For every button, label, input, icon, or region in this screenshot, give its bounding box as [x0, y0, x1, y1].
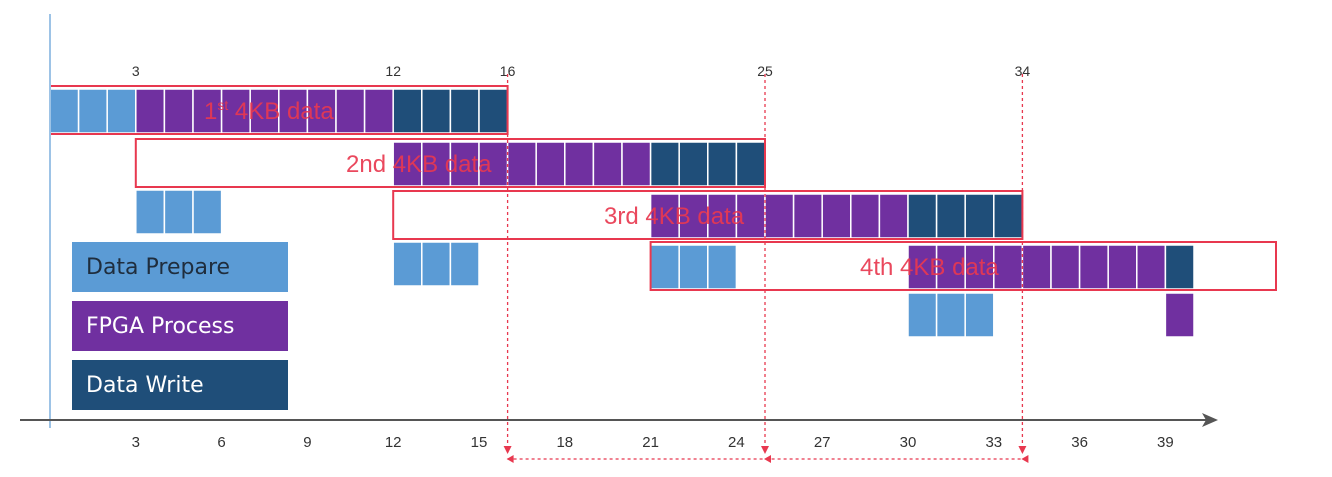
- row-label-1: 1st 4KB data: [204, 97, 334, 125]
- row-label-3: 3rd 4KB data: [604, 203, 745, 230]
- row-label-2: 2nd 4KB data: [346, 151, 492, 178]
- time-slot-prepare: [935, 292, 966, 338]
- time-slot-write: [678, 141, 709, 187]
- time-slot-process: [649, 193, 680, 239]
- time-slot-process: [392, 141, 423, 187]
- time-slot-prepare: [964, 292, 995, 338]
- time-slot-process: [363, 88, 394, 134]
- time-slot-process: [935, 244, 966, 290]
- top-mark-label: 12: [385, 63, 401, 79]
- time-slot-process: [678, 193, 709, 239]
- time-slot-write: [964, 193, 995, 239]
- time-slot-prepare: [392, 241, 423, 287]
- x-tick-label: 15: [471, 434, 488, 451]
- x-axis-arrow-icon: [1202, 413, 1218, 427]
- marker-arrow-icon: [761, 446, 769, 454]
- time-slot-prepare: [163, 189, 194, 235]
- time-slot-write: [735, 141, 766, 187]
- time-slot-process: [821, 193, 852, 239]
- time-slot-process: [478, 141, 509, 187]
- top-mark-label: 25: [757, 63, 773, 79]
- time-slot-process: [535, 141, 566, 187]
- time-slot-prepare: [135, 189, 166, 235]
- time-slot-process: [335, 88, 366, 134]
- row-label-4: 4th 4KB data: [860, 254, 999, 281]
- top-mark-label: 16: [500, 63, 516, 79]
- time-slot-write: [993, 193, 1024, 239]
- time-slot-process: [1107, 244, 1138, 290]
- time-slot-write: [907, 193, 938, 239]
- x-tick-label: 39: [1157, 434, 1174, 451]
- time-slot-write: [478, 88, 509, 134]
- time-slot-process: [592, 141, 623, 187]
- time-slot-write: [449, 88, 480, 134]
- x-tick-label: 12: [385, 434, 402, 451]
- time-slot-prepare: [678, 244, 709, 290]
- legend-data-prepare-label: Data Prepare: [86, 254, 231, 280]
- time-slot-process: [249, 88, 280, 134]
- row-outline-3: [392, 190, 1024, 240]
- time-slot-process: [1078, 244, 1109, 290]
- time-slot-process: [764, 193, 795, 239]
- time-slot-process: [792, 193, 823, 239]
- time-slot-process: [1136, 244, 1167, 290]
- time-slot-write: [649, 141, 680, 187]
- legend-data-prepare: Data Prepare: [72, 242, 288, 292]
- time-slot-write: [421, 88, 452, 134]
- time-slot-prepare: [49, 88, 80, 134]
- time-slot-prepare: [449, 241, 480, 287]
- time-slot-process: [878, 193, 909, 239]
- time-slot-write: [935, 193, 966, 239]
- time-slot-process: [192, 88, 223, 134]
- top-mark-label: 3: [132, 63, 140, 79]
- x-tick-label: 27: [814, 434, 831, 451]
- time-slot-process: [1164, 292, 1195, 338]
- time-slot-process: [135, 88, 166, 134]
- time-slot-process: [449, 141, 480, 187]
- time-slot-process: [163, 88, 194, 134]
- time-slot-prepare: [649, 244, 680, 290]
- x-tick-label: 3: [132, 434, 140, 451]
- time-slot-prepare: [106, 88, 137, 134]
- legend-data-write-label: Data Write: [86, 372, 204, 398]
- time-slot-process: [306, 88, 337, 134]
- x-tick-label: 9: [303, 434, 311, 451]
- legend-data-write: Data Write: [72, 360, 288, 410]
- time-slot-process: [907, 244, 938, 290]
- top-mark-label: 34: [1015, 63, 1031, 79]
- marker-arrow-icon: [1018, 446, 1027, 454]
- time-slot-prepare: [192, 189, 223, 235]
- x-tick-label: 36: [1071, 434, 1088, 451]
- time-slot-prepare: [77, 88, 108, 134]
- x-tick-label: 33: [985, 434, 1002, 451]
- x-tick-label: 6: [217, 434, 225, 451]
- x-tick-label: 24: [728, 434, 745, 451]
- row-outline-4: [649, 241, 1277, 291]
- legend-fpga-process: FPGA Process: [72, 301, 288, 351]
- time-slot-process: [1021, 244, 1052, 290]
- time-slot-write: [707, 141, 738, 187]
- interval-arrow-icon: [506, 455, 514, 463]
- time-slot-prepare: [421, 241, 452, 287]
- interval-arrow-icon: [1021, 455, 1029, 463]
- x-tick-label: 30: [900, 434, 917, 451]
- marker-arrow-icon: [503, 446, 512, 454]
- time-slot-process: [850, 193, 881, 239]
- time-slot-process: [564, 141, 595, 187]
- time-slot-process: [1050, 244, 1081, 290]
- time-slot-write: [392, 88, 423, 134]
- row-outline-2: [134, 138, 767, 188]
- time-slot-write: [1164, 244, 1195, 290]
- time-slot-process: [506, 141, 537, 187]
- time-slot-process: [621, 141, 652, 187]
- x-tick-label: 21: [642, 434, 659, 451]
- legend-fpga-process-label: FPGA Process: [86, 313, 235, 339]
- x-tick-label: 18: [556, 434, 573, 451]
- time-slot-prepare: [907, 292, 938, 338]
- interval-arrow-icon: [764, 455, 771, 463]
- time-slot-prepare: [707, 244, 738, 290]
